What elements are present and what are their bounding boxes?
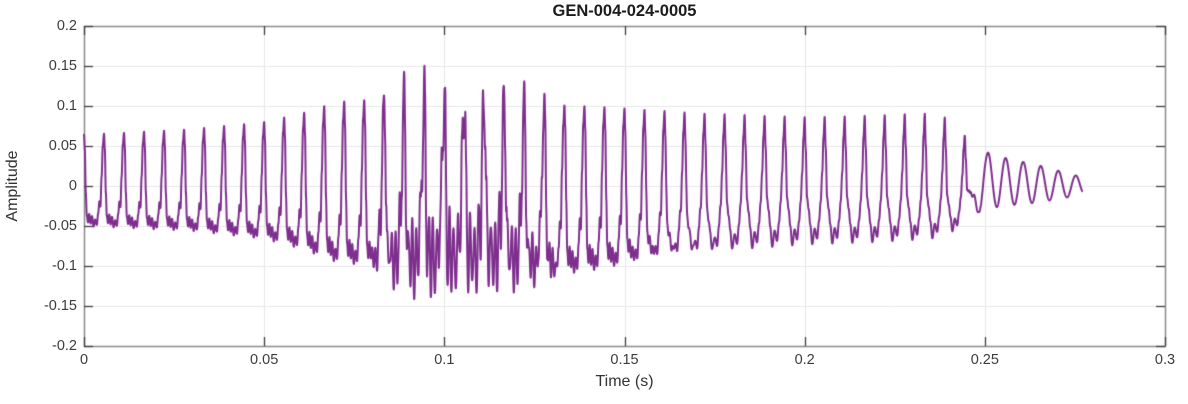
y-tick-label: 0.05 [48, 138, 77, 154]
y-tick-label: 0.15 [48, 58, 77, 74]
y-tick-label: -0.1 [52, 258, 77, 274]
x-axis-label: Time (s) [595, 373, 654, 390]
x-tick-label: 0 [79, 352, 89, 368]
y-tick-label: 0 [68, 178, 77, 194]
x-tick-label: 0.1 [434, 352, 455, 368]
x-tick-label: 0.3 [1154, 352, 1176, 368]
y-tick-label: -0.05 [43, 218, 77, 234]
x-tick-label: 0.05 [250, 352, 279, 368]
y-tick-label: -0.15 [43, 298, 77, 314]
x-tick-label: 0.25 [970, 352, 999, 368]
y-tick-label: 0.2 [56, 18, 77, 34]
y-tick-label: -0.2 [52, 338, 77, 354]
y-tick-label: 0.1 [56, 98, 77, 114]
x-tick-label: 0.2 [794, 352, 815, 368]
x-tick-label: 0.15 [610, 352, 639, 368]
chart-title: GEN-004-024-0005 [552, 2, 697, 20]
